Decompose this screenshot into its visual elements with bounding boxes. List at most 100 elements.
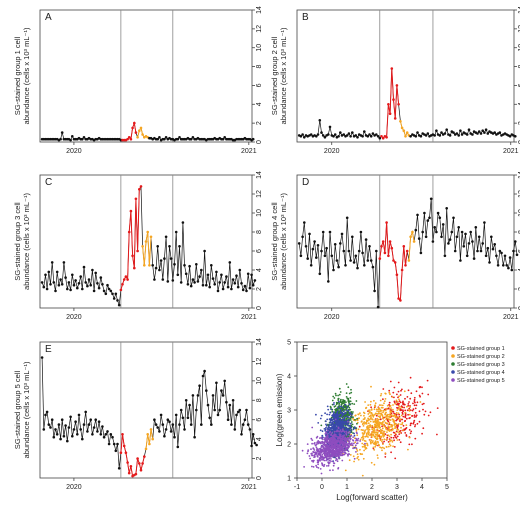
data-point [210,423,213,426]
data-point [502,264,505,267]
scatter-point [381,449,383,452]
data-point [158,268,161,272]
data-point [52,435,56,439]
x-tick-label: 2021 [503,148,519,155]
scatter-point [383,438,386,441]
scatter-point [390,451,392,454]
scatter-point [313,442,316,444]
data-point [186,416,190,420]
scatter-point [408,436,411,439]
scatter-point [384,412,387,415]
scatter-point [347,397,350,400]
data-point [448,238,452,241]
data-point [438,134,442,137]
data-point [84,410,87,414]
data-point [327,133,330,136]
x-tick-label: 3 [395,484,399,491]
scatter-point [342,413,345,415]
data-point [230,423,233,426]
y-tick-label: 8 [256,230,263,234]
scatter-point [408,413,411,416]
scatter-point [365,433,368,436]
scatter-point [385,418,388,421]
scatter-point [388,403,390,406]
scatter-point [394,402,397,405]
scatter-point [388,401,391,404]
scatter-point [332,413,334,416]
scatter-point [398,418,400,421]
scatter-point [361,442,364,445]
scatter-point [376,454,379,457]
scatter-point [379,394,382,397]
data-point [407,259,411,262]
scatter-point [313,451,315,454]
scatter-point [398,433,401,435]
scatter-point [349,427,352,430]
scatter-point [418,410,421,413]
scatter-point [312,447,315,450]
scatter-point [350,429,352,432]
scatter-point [393,396,395,399]
scatter-point [364,401,366,403]
series-line [298,198,518,308]
data-point [333,243,337,246]
data-point [42,285,46,289]
data-point [243,284,247,288]
scatter-point [409,424,412,427]
scatter-point [317,467,320,469]
scatter-point [329,448,332,451]
data-point [443,132,447,135]
data-point [297,242,301,245]
scatter-point [348,434,351,437]
panel-C: C 0 2 4 6 8 10 12 14 SG-stained group 3 cellabund… [13,171,263,321]
scatter-point [424,410,427,413]
data-point [195,408,198,412]
scatter-point [396,393,398,396]
scatter-point [352,411,354,413]
data-point [378,136,382,140]
scatter-point [338,433,341,435]
data-point [344,264,347,267]
scatter-point [374,404,376,407]
scatter-point [345,383,348,385]
scatter-point [348,431,350,433]
scatter-point [325,426,327,429]
data-point [349,259,352,262]
data-point [392,98,395,101]
data-point [191,136,195,139]
data-point [361,135,364,138]
scatter-point [412,402,414,405]
scatter-point [373,423,376,426]
data-point [323,254,327,258]
data-point [493,243,497,246]
data-point [173,435,176,439]
scatter-point [345,411,347,414]
scatter-point [396,423,398,426]
scatter-point [350,422,352,425]
scatter-point [341,429,344,431]
scatter-point [321,434,324,437]
scatter-point [401,421,404,424]
scatter-point [363,421,366,423]
scatter-point [335,457,338,460]
data-point [238,268,242,272]
data-point [467,242,471,245]
scatter-point [359,438,362,441]
scatter-point [375,414,378,417]
legend-label: SG-stained group 3 [457,362,505,368]
data-point [184,272,188,276]
data-point [337,135,340,138]
scatter-point [411,409,414,412]
scatter-point [321,456,324,459]
scatter-point [385,407,388,410]
data-point [164,235,168,239]
scatter-point [422,402,425,405]
data-point [183,428,186,431]
data-point [354,254,358,258]
scatter-point [338,405,341,408]
scatter-point [377,410,380,413]
scatter-point [414,437,417,440]
data-point [388,112,392,115]
scatter-point [398,400,401,402]
scatter-point [345,392,348,394]
